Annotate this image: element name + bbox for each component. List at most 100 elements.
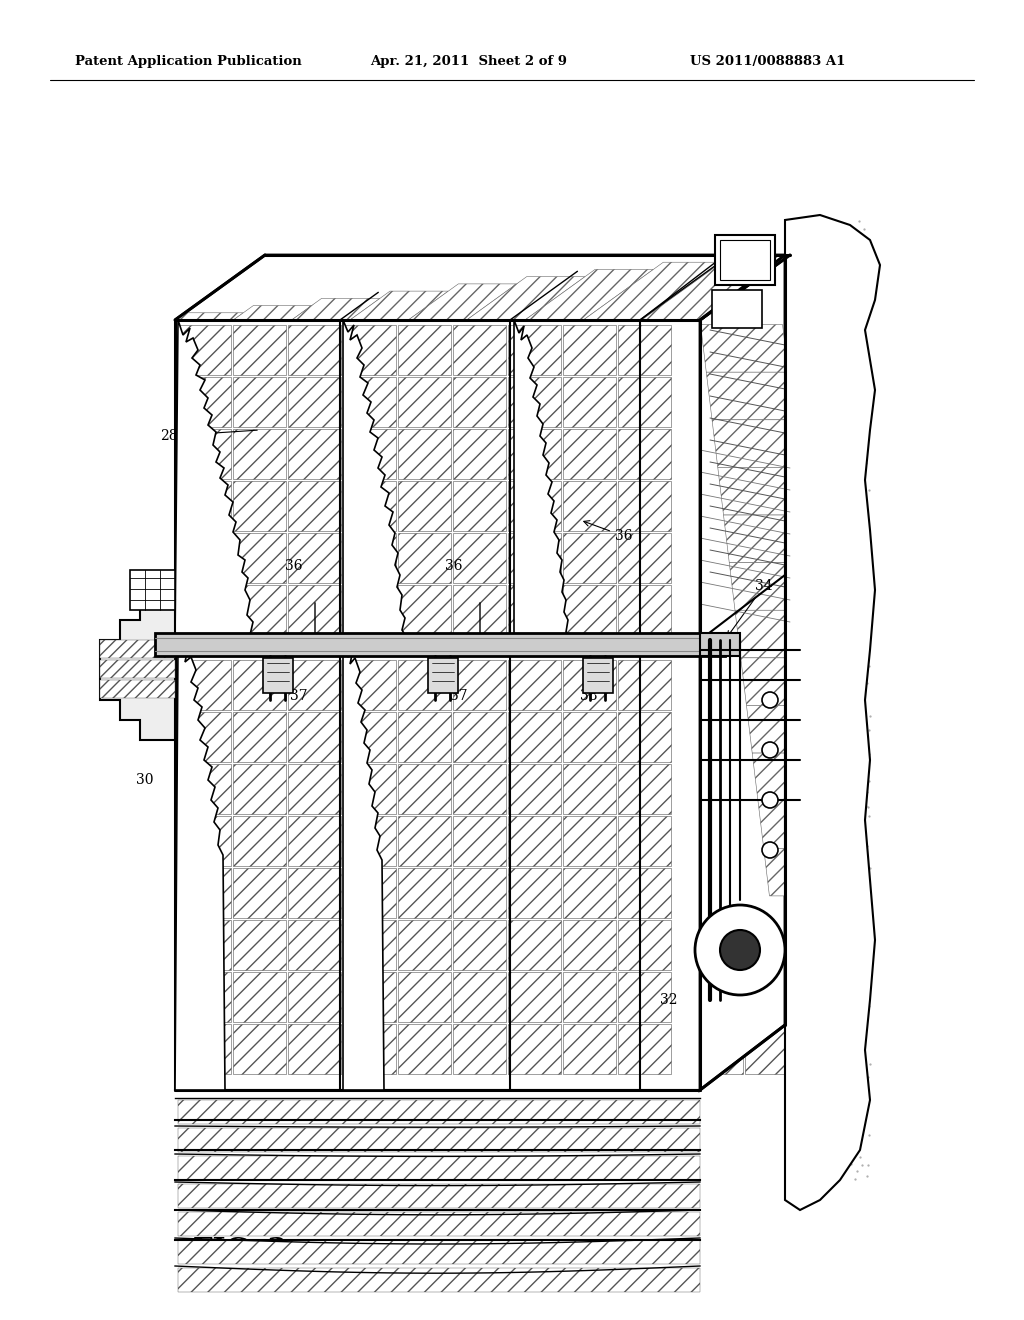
Bar: [453, 1024, 506, 1074]
Bar: [343, 764, 396, 814]
Bar: [233, 325, 286, 375]
Text: 38: 38: [580, 689, 597, 704]
Bar: [343, 480, 396, 531]
Bar: [703, 480, 743, 531]
Polygon shape: [740, 657, 828, 705]
Bar: [703, 869, 743, 917]
Circle shape: [695, 906, 785, 995]
Bar: [288, 764, 341, 814]
Bar: [453, 585, 506, 635]
Bar: [288, 972, 341, 1022]
Bar: [178, 816, 231, 866]
Bar: [398, 378, 451, 426]
Bar: [508, 585, 561, 635]
Bar: [178, 764, 231, 814]
Bar: [618, 972, 671, 1022]
Bar: [508, 972, 561, 1022]
Bar: [700, 634, 740, 656]
Bar: [233, 533, 286, 583]
Text: 36: 36: [445, 558, 463, 573]
Polygon shape: [467, 277, 585, 319]
Circle shape: [762, 842, 778, 858]
Bar: [233, 920, 286, 970]
Bar: [398, 711, 451, 762]
Bar: [343, 1024, 396, 1074]
Bar: [233, 972, 286, 1022]
Bar: [618, 764, 671, 814]
Bar: [178, 1269, 700, 1292]
Bar: [508, 816, 561, 866]
Bar: [563, 816, 616, 866]
Bar: [563, 920, 616, 970]
Bar: [100, 660, 175, 678]
Bar: [453, 869, 506, 917]
Bar: [508, 920, 561, 970]
Bar: [178, 429, 231, 479]
Polygon shape: [175, 319, 255, 640]
Bar: [288, 1024, 341, 1074]
Polygon shape: [746, 705, 835, 754]
Bar: [343, 325, 396, 375]
Bar: [178, 1184, 700, 1208]
Bar: [563, 325, 616, 375]
Bar: [343, 711, 396, 762]
Text: FIG. 3: FIG. 3: [194, 1237, 287, 1263]
Bar: [745, 1024, 785, 1074]
Bar: [343, 972, 396, 1022]
Text: 36: 36: [285, 558, 302, 573]
Polygon shape: [724, 515, 811, 562]
Bar: [398, 533, 451, 583]
Polygon shape: [233, 305, 311, 319]
Bar: [178, 585, 231, 635]
Bar: [288, 920, 341, 970]
Bar: [703, 972, 743, 1022]
Bar: [343, 378, 396, 426]
Bar: [453, 764, 506, 814]
Polygon shape: [584, 263, 722, 319]
Bar: [155, 634, 725, 656]
Circle shape: [762, 792, 778, 808]
Polygon shape: [785, 215, 880, 1210]
Bar: [288, 480, 341, 531]
Bar: [745, 764, 785, 814]
Polygon shape: [753, 754, 840, 801]
Bar: [745, 660, 785, 710]
Bar: [563, 972, 616, 1022]
Bar: [343, 816, 396, 866]
Bar: [178, 1024, 231, 1074]
Text: Apr. 21, 2011  Sheet 2 of 9: Apr. 21, 2011 Sheet 2 of 9: [370, 55, 567, 69]
Bar: [745, 585, 785, 635]
Bar: [453, 920, 506, 970]
Bar: [563, 711, 616, 762]
Bar: [508, 1024, 561, 1074]
Polygon shape: [343, 319, 408, 640]
Polygon shape: [525, 269, 653, 319]
Bar: [703, 920, 743, 970]
Bar: [563, 764, 616, 814]
Polygon shape: [700, 255, 785, 1090]
Bar: [453, 660, 506, 710]
Bar: [720, 240, 770, 280]
Bar: [288, 429, 341, 479]
Bar: [715, 235, 775, 285]
Polygon shape: [642, 255, 790, 319]
Bar: [288, 869, 341, 917]
Text: 30: 30: [136, 774, 154, 787]
Bar: [288, 533, 341, 583]
Bar: [398, 869, 451, 917]
Bar: [618, 378, 671, 426]
Polygon shape: [758, 801, 846, 849]
Bar: [233, 660, 286, 710]
Bar: [703, 325, 743, 375]
Text: 28: 28: [160, 429, 257, 444]
Bar: [233, 378, 286, 426]
Circle shape: [762, 742, 778, 758]
Bar: [233, 764, 286, 814]
Bar: [233, 429, 286, 479]
Bar: [745, 920, 785, 970]
Text: 38: 38: [530, 558, 548, 573]
Bar: [343, 585, 396, 635]
Bar: [343, 429, 396, 479]
Bar: [703, 429, 743, 479]
Bar: [703, 816, 743, 866]
